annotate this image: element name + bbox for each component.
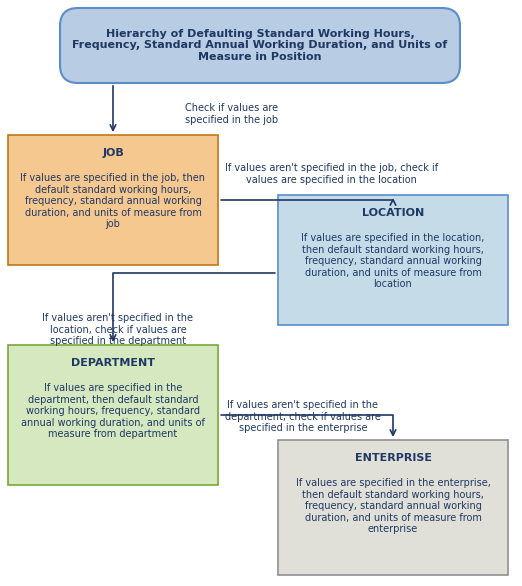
Text: If values aren't specified in the job, check if
values are specified in the loca: If values aren't specified in the job, c… bbox=[225, 163, 438, 185]
Text: If values are specified in the
department, then default standard
working hours, : If values are specified in the departmen… bbox=[21, 383, 205, 440]
Text: Check if values are
specified in the job: Check if values are specified in the job bbox=[185, 103, 278, 125]
Bar bbox=[278, 195, 508, 325]
Bar bbox=[278, 440, 508, 575]
Text: ENTERPRISE: ENTERPRISE bbox=[354, 453, 432, 463]
Bar bbox=[8, 345, 218, 485]
Text: If values are specified in the location,
then default standard working hours,
fr: If values are specified in the location,… bbox=[301, 233, 485, 289]
Text: LOCATION: LOCATION bbox=[362, 208, 424, 218]
Bar bbox=[8, 135, 218, 265]
FancyBboxPatch shape bbox=[60, 8, 460, 83]
Text: If values are specified in the job, then
default standard working hours,
frequen: If values are specified in the job, then… bbox=[20, 173, 206, 229]
Text: Hierarchy of Defaulting Standard Working Hours,
Frequency, Standard Annual Worki: Hierarchy of Defaulting Standard Working… bbox=[73, 29, 448, 62]
Text: If values aren't specified in the
department, check if values are
specified in t: If values aren't specified in the depart… bbox=[225, 400, 381, 433]
Text: DEPARTMENT: DEPARTMENT bbox=[71, 358, 155, 368]
Text: If values are specified in the enterprise,
then default standard working hours,
: If values are specified in the enterpris… bbox=[295, 478, 491, 534]
Text: JOB: JOB bbox=[102, 148, 124, 158]
Text: If values aren't specified in the
location, check if values are
specified in the: If values aren't specified in the locati… bbox=[42, 313, 194, 346]
